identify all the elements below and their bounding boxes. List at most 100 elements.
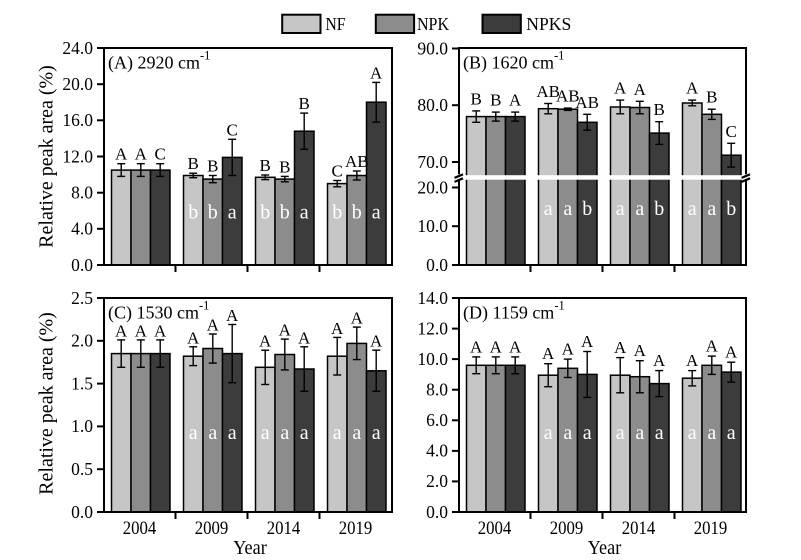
svg-text:2014: 2014: [267, 519, 301, 539]
svg-text:Year: Year: [233, 537, 267, 559]
svg-text:a: a: [544, 198, 553, 220]
svg-text:6.0: 6.0: [426, 410, 448, 430]
svg-text:b: b: [352, 202, 362, 224]
svg-text:A: A: [226, 306, 239, 325]
svg-text:A: A: [490, 337, 503, 356]
svg-text:a: a: [333, 422, 342, 444]
svg-text:a: a: [655, 422, 664, 444]
svg-text:A: A: [135, 321, 148, 340]
svg-text:b: b: [280, 202, 290, 224]
svg-text:AB: AB: [345, 152, 369, 171]
svg-text:2014: 2014: [622, 519, 656, 539]
svg-text:a: a: [208, 422, 217, 444]
svg-text:A: A: [207, 316, 220, 335]
svg-text:a: a: [616, 422, 625, 444]
svg-text:14.0: 14.0: [417, 288, 448, 308]
svg-text:b: b: [332, 202, 342, 224]
svg-text:C: C: [332, 162, 343, 181]
svg-text:A: A: [370, 63, 383, 82]
svg-text:b: b: [260, 202, 270, 224]
svg-text:2019: 2019: [694, 519, 728, 539]
svg-text:a: a: [280, 422, 289, 444]
svg-text:(A) 2920 cm-1: (A) 2920 cm-1: [108, 49, 210, 74]
svg-text:A: A: [686, 79, 699, 98]
svg-text:8.0: 8.0: [71, 183, 93, 203]
svg-text:B: B: [299, 94, 310, 113]
svg-text:NF: NF: [326, 14, 346, 34]
svg-text:4.0: 4.0: [426, 441, 448, 461]
svg-text:a: a: [261, 422, 270, 444]
svg-text:a: a: [583, 422, 592, 444]
svg-text:A: A: [706, 337, 719, 356]
svg-text:1.5: 1.5: [71, 373, 93, 393]
svg-text:2.0: 2.0: [71, 331, 93, 351]
svg-text:a: a: [635, 422, 644, 444]
svg-text:12.0: 12.0: [417, 318, 448, 338]
svg-text:C: C: [227, 120, 238, 139]
svg-text:a: a: [727, 422, 736, 444]
svg-text:Relative peak area (%): Relative peak area (%): [36, 312, 58, 495]
svg-text:AB: AB: [536, 82, 560, 101]
svg-text:20.0: 20.0: [62, 74, 93, 94]
svg-text:A: A: [509, 337, 522, 356]
svg-text:a: a: [688, 198, 697, 220]
svg-text:A: A: [154, 321, 167, 340]
svg-text:a: a: [372, 202, 381, 224]
svg-text:A: A: [634, 80, 647, 99]
svg-text:1.0: 1.0: [71, 416, 93, 436]
svg-text:16.0: 16.0: [62, 110, 93, 130]
svg-text:B: B: [260, 156, 271, 175]
svg-text:A: A: [614, 79, 627, 98]
svg-text:24.0: 24.0: [62, 38, 93, 58]
svg-text:a: a: [300, 202, 309, 224]
svg-text:A: A: [509, 91, 522, 110]
svg-text:A: A: [115, 321, 128, 340]
svg-text:A: A: [581, 332, 594, 351]
svg-text:A: A: [370, 332, 383, 351]
svg-text:(C) 1530 cm-1: (C) 1530 cm-1: [108, 299, 209, 324]
svg-text:a: a: [372, 422, 381, 444]
svg-text:NPK: NPK: [417, 14, 449, 34]
svg-text:2004: 2004: [123, 519, 157, 539]
svg-text:a: a: [688, 422, 697, 444]
svg-text:0.0: 0.0: [71, 255, 93, 275]
svg-text:B: B: [706, 88, 717, 107]
svg-text:b: b: [582, 198, 592, 220]
svg-text:2.5: 2.5: [71, 288, 93, 308]
svg-text:2019: 2019: [339, 519, 373, 539]
svg-text:B: B: [279, 157, 290, 176]
svg-text:70.0: 70.0: [417, 152, 448, 172]
svg-text:a: a: [189, 422, 198, 444]
svg-text:0.0: 0.0: [71, 502, 93, 522]
svg-text:a: a: [635, 198, 644, 220]
svg-text:A: A: [259, 332, 272, 351]
svg-text:10.0: 10.0: [417, 349, 448, 369]
svg-text:A: A: [187, 328, 200, 347]
svg-text:a: a: [707, 198, 716, 220]
svg-text:C: C: [726, 122, 737, 141]
svg-text:a: a: [228, 422, 237, 444]
svg-text:Relative peak area (%): Relative peak area (%): [36, 65, 58, 248]
svg-text:A: A: [470, 337, 483, 356]
svg-text:AB: AB: [556, 87, 580, 106]
svg-text:b: b: [654, 198, 664, 220]
svg-text:B: B: [471, 89, 482, 108]
svg-text:(D) 1159 cm-1: (D) 1159 cm-1: [463, 299, 565, 324]
svg-text:B: B: [490, 91, 501, 110]
svg-text:10.0: 10.0: [417, 216, 448, 236]
svg-text:(B) 1620 cm-1: (B) 1620 cm-1: [463, 49, 564, 74]
svg-text:2.0: 2.0: [426, 471, 448, 491]
svg-text:b: b: [208, 202, 218, 224]
svg-text:A: A: [562, 340, 575, 359]
svg-text:a: a: [563, 422, 572, 444]
svg-text:12.0: 12.0: [62, 146, 93, 166]
svg-text:A: A: [614, 338, 627, 357]
svg-text:0.0: 0.0: [426, 255, 448, 275]
svg-text:B: B: [654, 100, 665, 119]
svg-text:a: a: [352, 422, 361, 444]
svg-text:a: a: [563, 198, 572, 220]
svg-text:C: C: [155, 145, 166, 164]
svg-text:A: A: [331, 319, 344, 338]
svg-text:A: A: [298, 328, 311, 347]
svg-text:2009: 2009: [550, 519, 584, 539]
